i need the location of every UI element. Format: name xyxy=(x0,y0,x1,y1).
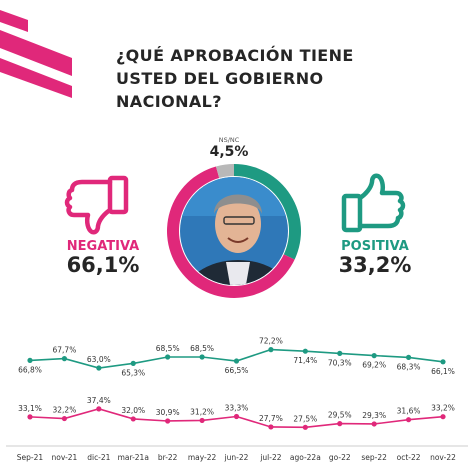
x-tick-label: jul-22 xyxy=(259,453,281,462)
x-tick-label: go-22 xyxy=(329,453,351,462)
x-tick-label: oct-22 xyxy=(397,453,421,462)
trend-point xyxy=(165,354,171,360)
trend-point xyxy=(268,424,274,430)
trend-data-label: 72,2% xyxy=(259,337,283,346)
trend-point xyxy=(61,356,68,362)
trend-point xyxy=(96,365,102,371)
positiva-value: 33,2% xyxy=(338,253,412,277)
trend-data-label: 65,3% xyxy=(121,368,145,377)
trend-data-label: 30,9% xyxy=(156,408,180,417)
thumbs-up-icon xyxy=(341,173,406,233)
trend-point xyxy=(302,348,308,354)
trend-data-label: 32,0% xyxy=(121,406,145,415)
trend-point xyxy=(130,360,136,366)
trend-data-label: 31,2% xyxy=(190,407,214,416)
trend-data-label: 66,8% xyxy=(18,365,42,374)
x-tick-label: sep-22 xyxy=(361,453,387,462)
trend-point xyxy=(440,414,446,420)
thumbs-down-icon xyxy=(64,175,129,235)
positiva-label: POSITIVA xyxy=(341,239,409,254)
trend-data-label: 67,7% xyxy=(53,346,77,355)
trend-point xyxy=(165,418,171,424)
trend-point xyxy=(302,424,308,430)
x-tick-label: br-22 xyxy=(158,453,178,462)
trend-data-label: 32,2% xyxy=(53,406,77,415)
x-tick-label: Sep-21 xyxy=(17,453,44,462)
trend-point xyxy=(405,417,412,423)
trend-series-2: 33,1% 32,2% 37,4% 32,0% 30,9% 31,2% 33,3% 27,7%… xyxy=(18,396,455,430)
trend-data-label: 68,5% xyxy=(190,344,214,353)
trend-point xyxy=(440,359,446,365)
x-tick-label: jun-22 xyxy=(224,453,249,462)
trend-data-label: 69,2% xyxy=(362,361,386,370)
trend-point xyxy=(199,354,205,360)
trend-point xyxy=(96,406,102,412)
title-line-2: USTED DEL GOBIERNO xyxy=(116,69,324,88)
negativa-label: NEGATIVA xyxy=(66,239,140,254)
title-line-3: NACIONAL? xyxy=(116,92,222,111)
brand-logo xyxy=(0,10,72,98)
negativa-value: 66,1% xyxy=(66,253,140,277)
trend-point xyxy=(199,417,205,424)
trend-data-label: 68,3% xyxy=(397,362,421,371)
x-tick-label: mar-21a xyxy=(118,453,149,462)
x-tick-label: may-22 xyxy=(188,453,217,462)
trend-data-label: 70,3% xyxy=(328,358,352,367)
donut-slice-nsnc xyxy=(215,164,234,179)
trend-data-label: 33,1% xyxy=(18,404,42,413)
trend-data-label: 27,5% xyxy=(293,414,317,423)
trend-data-label: 37,4% xyxy=(87,396,111,405)
x-tick-label: nov-21 xyxy=(51,453,77,462)
trend-point xyxy=(337,350,343,356)
nsnc-label: NS/NC xyxy=(218,136,240,144)
trend-data-label: 71,4% xyxy=(293,356,317,365)
x-tick-label: nov-22 xyxy=(430,453,456,462)
trend-series-1: 66,8% 67,7% 63,0% 65,3% 68,5% 68,5% 66,5% 72,2%… xyxy=(18,337,455,378)
trend-data-label: 33,2% xyxy=(431,404,455,413)
trend-point xyxy=(371,353,377,359)
trend-point xyxy=(268,347,274,353)
donut-slice-positiva xyxy=(234,164,301,260)
title-line-1: ¿QUÉ APROBACIÓN TIENE xyxy=(116,46,354,65)
trend-point xyxy=(61,415,68,422)
trend-data-label: 68,5% xyxy=(156,344,180,353)
trend-data-label: 66,1% xyxy=(431,367,455,376)
trend-data-label: 63,0% xyxy=(87,355,111,364)
trend-point xyxy=(337,421,343,427)
trend-data-label: 29,5% xyxy=(328,411,352,420)
page-title: ¿QUÉ APROBACIÓN TIENE USTED DEL GOBIERNO… xyxy=(116,44,416,113)
trend-point xyxy=(405,354,412,360)
nsnc-value: 4,5% xyxy=(209,144,249,160)
trend-point xyxy=(233,358,240,364)
trend-data-label: 66,5% xyxy=(225,366,249,375)
trend-point xyxy=(371,421,377,427)
trend-data-label: 29,3% xyxy=(362,411,386,420)
x-tick-label: ago-22a xyxy=(290,453,321,462)
trend-point xyxy=(130,416,136,422)
trend-data-label: 31,6% xyxy=(397,407,421,416)
trend-data-label: 27,7% xyxy=(259,414,283,423)
x-tick-label: dic-21 xyxy=(87,453,110,462)
trend-data-label: 33,3% xyxy=(225,404,249,413)
trend-point xyxy=(27,357,33,363)
trend-point xyxy=(27,414,33,420)
trend-point xyxy=(233,413,240,420)
